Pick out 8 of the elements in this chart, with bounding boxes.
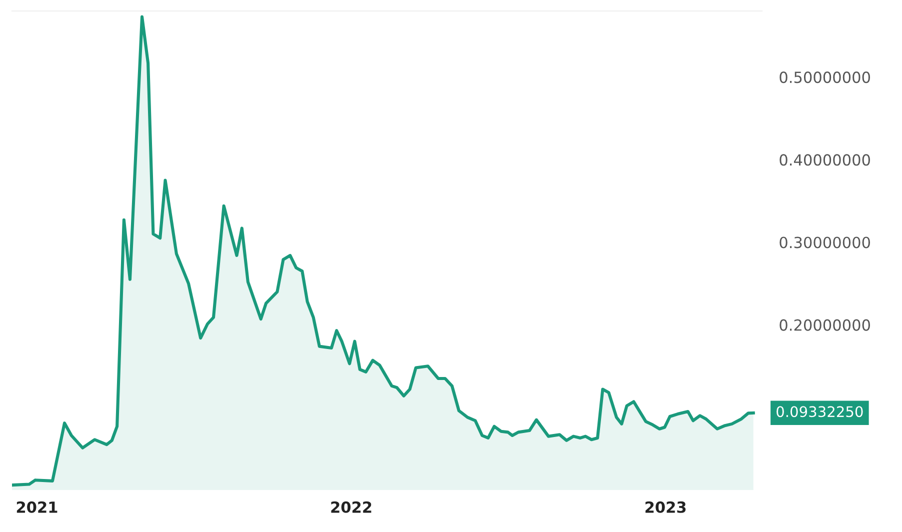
x-tick-label: 2021: [16, 501, 58, 513]
y-tick-label: 0.40000000: [780, 154, 870, 166]
y-tick-label: 0.50000000: [780, 72, 870, 84]
annotation: 0.09332250: [776, 406, 863, 418]
y-tick-label: 0.30000000: [780, 236, 870, 248]
x-tick-label: 2023: [646, 501, 686, 513]
x-tick-label: 2022: [331, 501, 372, 513]
y-tick-label: 0.20000000: [780, 319, 870, 331]
